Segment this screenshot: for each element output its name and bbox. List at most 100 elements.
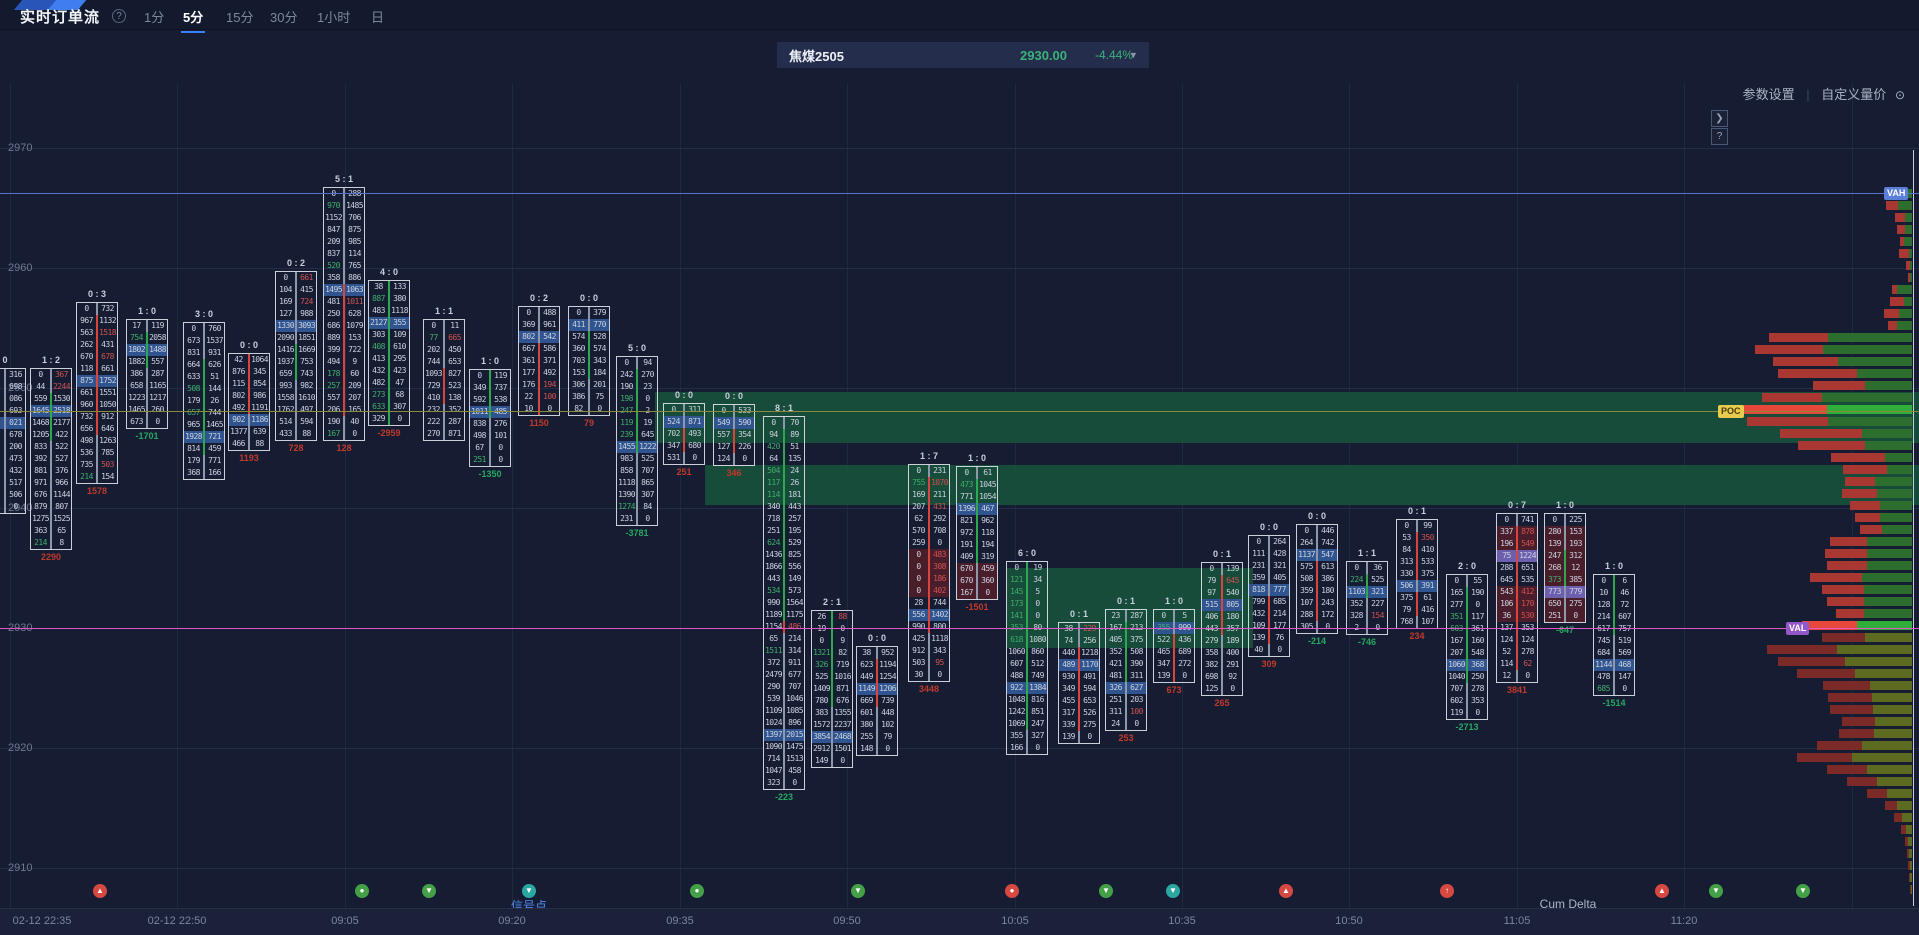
ask-cell: 985 — [348, 237, 361, 246]
delta-bar — [443, 332, 445, 344]
ask-cell: 743 — [300, 369, 313, 378]
signal-marker[interactable]: ▼ — [1796, 884, 1810, 898]
cluster-imbalance-header: 1 : 0 — [1164, 596, 1183, 606]
ask-cell: 860 — [1031, 647, 1044, 656]
bid-cell: 557 — [327, 393, 340, 402]
cluster-delta-footer: 673 — [1166, 685, 1182, 695]
signal-marker[interactable]: ↑ — [1440, 884, 1454, 898]
cluster-row: 1011485 — [470, 406, 510, 418]
delta-bar — [295, 332, 297, 344]
profile-row — [1888, 321, 1912, 330]
tab-1分[interactable]: 1分 — [144, 10, 165, 25]
cluster-row: 440 1218 — [1059, 647, 1099, 659]
ask-cell: 448 — [881, 708, 894, 717]
delta-bar — [976, 587, 978, 599]
expand-nav-button[interactable]: ❯ — [1711, 110, 1728, 127]
help-nav-button[interactable]: ? — [1711, 128, 1728, 145]
ask-cell: 1194 — [879, 660, 896, 669]
contract-bar[interactable]: 焦煤2505 2930.00 -4.44% ▼ — [777, 42, 1149, 68]
signal-marker[interactable]: ● — [355, 884, 369, 898]
profile-buy-bar — [1864, 609, 1912, 618]
tab-15分[interactable]: 15分 — [226, 10, 254, 25]
cluster-row: 196 549 — [1497, 538, 1537, 550]
delta-bar — [783, 549, 785, 561]
cluster-box: 0288970148511527068478752099858371145207… — [323, 187, 365, 441]
ask-cell: 5 — [1035, 587, 1040, 596]
profile-row — [1839, 729, 1912, 738]
signal-marker[interactable]: ▼ — [422, 884, 436, 898]
cluster-row: 22 100 — [519, 391, 559, 403]
cluster-row: 106 170 — [1497, 598, 1537, 610]
profile-row — [1908, 273, 1912, 282]
ask-cell: 51 — [210, 372, 219, 381]
cluster-row: 669 739 — [857, 695, 897, 707]
ask-cell: 542 — [543, 332, 556, 341]
tab-30分[interactable]: 30分 — [270, 10, 298, 25]
ask-cell: 732 — [101, 304, 114, 313]
bid-cell: 277 — [1450, 600, 1463, 609]
profile-buy-bar — [1874, 729, 1912, 738]
delta-bar — [1516, 550, 1518, 562]
signal-marker[interactable]: ● — [1005, 884, 1019, 898]
bid-cell: 684 — [1597, 648, 1610, 657]
tab-5分[interactable]: 5分 — [180, 7, 206, 33]
ask-cell: 1402 — [931, 610, 948, 619]
bid-cell: 912 — [912, 646, 925, 655]
delta-bar — [295, 380, 297, 392]
ask-cell: 312 — [1569, 551, 1582, 560]
cluster-row: 411 770 — [569, 319, 609, 331]
ask-cell: 84 — [643, 502, 652, 511]
time-axis[interactable] — [0, 908, 1919, 935]
delta-bar — [96, 351, 98, 363]
bid-cell: 0 — [1304, 526, 1309, 535]
bid-cell: 645 — [1500, 575, 1513, 584]
cluster-row: 0 119 — [470, 370, 510, 382]
cluster-row: 021 — [0, 417, 25, 429]
settings-button[interactable]: 参数设置 — [1742, 87, 1795, 102]
ask-cell: 0 — [547, 404, 552, 413]
ask-cell: 459 — [208, 444, 221, 453]
custom-volume-button[interactable]: 自定义量价 — [1821, 87, 1887, 102]
profile-sell-bar — [1892, 285, 1897, 294]
ask-cell: 607 — [1618, 612, 1631, 621]
signal-marker[interactable]: ▼ — [1099, 884, 1113, 898]
signal-marker[interactable]: ▲ — [1655, 884, 1669, 898]
cluster-row: 657 744 — [184, 407, 224, 419]
signal-marker[interactable]: ▼ — [1709, 884, 1723, 898]
delta-bar — [146, 416, 148, 428]
delta-bar — [538, 343, 540, 355]
profile-row — [1798, 441, 1912, 450]
cluster-row: 26 88 — [812, 611, 852, 623]
cluster-row: 1928 721 — [184, 431, 224, 443]
help-icon[interactable]: ? — [112, 9, 126, 23]
bid-cell: 169 — [279, 297, 292, 306]
chevron-down-icon[interactable]: ▼ — [1129, 50, 1138, 60]
signal-marker[interactable]: ▼ — [1166, 884, 1180, 898]
bid-cell: 970 — [327, 201, 340, 210]
signal-marker[interactable]: ▲ — [1279, 884, 1293, 898]
tab-1小时[interactable]: 1小时 — [317, 10, 351, 25]
profile-sell-bar — [1894, 813, 1902, 822]
profile-row — [1845, 477, 1912, 486]
signal-marker[interactable]: ▼ — [522, 884, 536, 898]
cluster-row: 207 548 — [1447, 647, 1487, 659]
bid-cell: 38 — [374, 282, 383, 291]
ask-cell: 416 — [1421, 605, 1434, 614]
cluster-row: 347 680 — [664, 440, 704, 452]
ask-cell: 678 — [9, 430, 22, 439]
cluster-row: 251 0 — [470, 454, 510, 466]
signal-marker[interactable]: ● — [690, 884, 704, 898]
cluster-row: 1103 321 — [1347, 586, 1387, 598]
tab-日[interactable]: 日 — [371, 10, 385, 25]
bid-cell: 251 — [1109, 695, 1122, 704]
profile-sell-bar — [1737, 405, 1827, 414]
gear-icon[interactable]: ⊙ — [1894, 88, 1905, 102]
cluster-row: 771 1054 — [957, 491, 997, 503]
delta-bar — [1026, 646, 1028, 658]
profile-row — [1830, 537, 1912, 546]
signal-marker[interactable]: ▼ — [851, 884, 865, 898]
profile-buy-bar — [1897, 321, 1912, 330]
ask-cell: 678 — [101, 352, 114, 361]
signal-marker[interactable]: ▲ — [93, 884, 107, 898]
delta-bar — [783, 645, 785, 657]
